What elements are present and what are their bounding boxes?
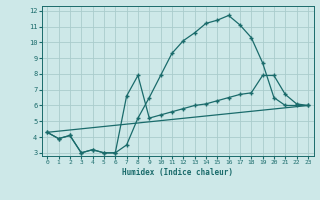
X-axis label: Humidex (Indice chaleur): Humidex (Indice chaleur)	[122, 168, 233, 177]
